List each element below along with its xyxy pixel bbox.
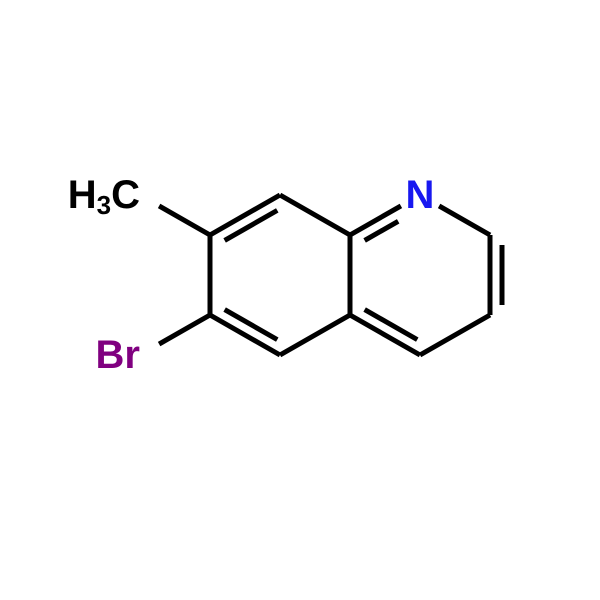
atom-label-CH3: H3C [68,173,140,220]
atom-label-N: N [406,173,435,217]
bond-C3-C4 [420,315,490,355]
bond-C5-C6 [210,310,280,355]
bond-C4-C4a [350,310,420,355]
bond-C8-C8a [280,195,350,235]
molecule-diagram: H3C Br N [0,0,600,600]
bond-C7-C8 [210,195,280,240]
bond-C6-Br [159,315,210,344]
bond-C7-CH3 [159,206,210,235]
bond-N-C2 [439,206,490,235]
bond-C4a-C5 [280,315,350,355]
atom-label-Br: Br [96,333,140,377]
bond-C2-C3 [490,235,502,315]
bond-C8a-N [350,206,401,241]
